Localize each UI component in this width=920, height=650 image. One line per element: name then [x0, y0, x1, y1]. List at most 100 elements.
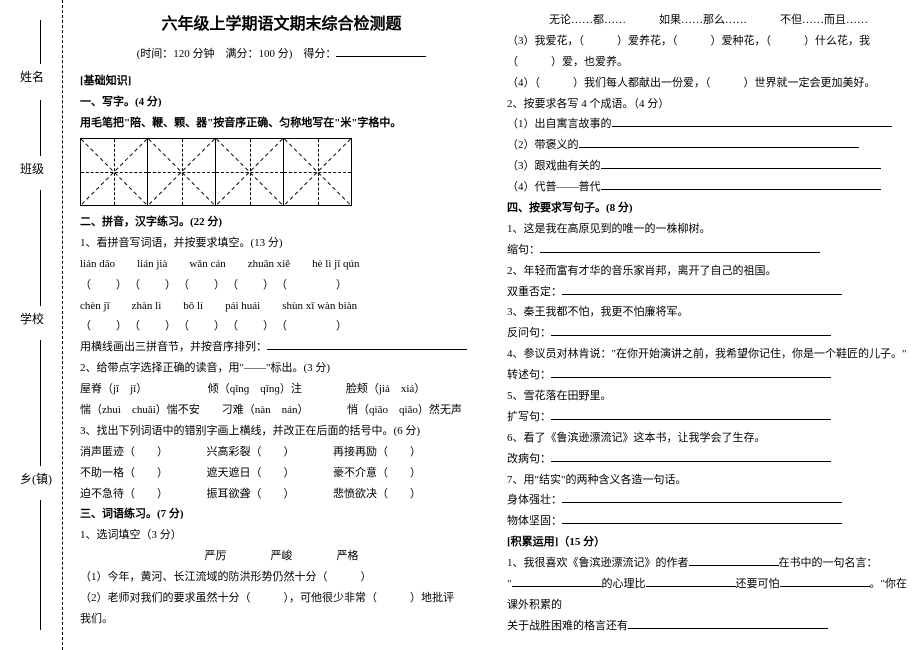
q4-5-lbl: 扩写句：: [507, 411, 551, 423]
answer-blank[interactable]: [540, 242, 820, 253]
binding-label-name: 姓名: [20, 68, 44, 85]
q4-3-lbl: 反问句：: [507, 327, 551, 339]
answer-blank[interactable]: [267, 339, 467, 350]
q3-l1: （1）今年，黄河、长江流域的防洪形势仍然十分（ ）: [80, 567, 483, 588]
q4-4-lbl: 转述句：: [507, 369, 551, 381]
q3-2-4-text: （4）代普——普代: [507, 181, 601, 193]
mi-cell[interactable]: [80, 138, 148, 206]
q4-5: 5、雪花落在田野里。: [507, 386, 910, 407]
answer-blank[interactable]: [579, 137, 859, 148]
binding-underline: [40, 500, 41, 630]
q2-1-head: 1、看拼音写词语，并按要求填空。(13 分): [80, 233, 483, 254]
q4-head: 四、按要求写句子。(8 分): [507, 198, 910, 219]
q3-2-2: （2）带褒义的: [507, 135, 910, 156]
q2-3-l1: 消声匿迹（ ） 兴高彩裂（ ） 再接再励（ ）: [80, 442, 483, 463]
q4-5-ans: 扩写句：: [507, 407, 910, 428]
answer-blank[interactable]: [551, 409, 831, 420]
q3-l4: （4）（ ）我们每人都献出一份爱，（ ）世界就一定会更加美好。: [507, 73, 910, 94]
acc-1a: 1、我很喜欢《鲁滨逊漂流记》的作者: [507, 557, 689, 569]
q3-2-2-text: （2）带褒义的: [507, 139, 579, 151]
q4-7b-lbl: 物体坚固：: [507, 515, 562, 527]
binding-underline: [40, 20, 41, 64]
q1-instr: 用毛笔把"陪、鞭、颗、器"按音序正确、匀称地写在"米"字格中。: [80, 113, 483, 134]
answer-blank[interactable]: [646, 576, 736, 587]
answer-blank[interactable]: [562, 492, 842, 503]
q2-2-head: 2、给带点字选择正确的读音，用"——"标出。(3 分): [80, 358, 483, 379]
pinyin-row-1: lián dāo lián jià wǎn cán zhuān xiě hè l…: [80, 254, 483, 275]
section-basic: [基础知识]: [80, 71, 483, 92]
answer-blank[interactable]: [512, 576, 602, 587]
binding-margin: 姓名 班级 学校 乡(镇): [0, 0, 70, 650]
q3-l2b: 我们。: [80, 609, 483, 630]
binding-label-town: 乡(镇): [20, 470, 52, 487]
q3-1-head: 1、选词填空（3 分）: [80, 525, 483, 546]
q3-2-head: 2、按要求各写 4 个成语。（4 分）: [507, 94, 910, 115]
q3-2-1-text: （1）出自寓言故事的: [507, 118, 612, 130]
q2-head: 二、拼音，汉字练习。(22 分): [80, 212, 483, 233]
fullscore-label: 满分：100 分): [226, 48, 293, 60]
answer-blank[interactable]: [612, 116, 892, 127]
q2-1-tail: 用横线画出三拼音节，并按音序排列：: [80, 337, 483, 358]
exam-content: 六年级上学期语文期末综合检测题 (时间：120 分钟 满分：100 分) 得分：…: [80, 10, 910, 640]
q4-1: 1、这是我在高原见到的唯一的一株柳树。: [507, 219, 910, 240]
q4-1-ans: 缩句：: [507, 240, 910, 261]
q4-7a-lbl: 身体强壮：: [507, 494, 562, 506]
q3-l3: （3）我爱花，（ ）爱养花，（ ）爱种花，（ ）什么花，我（ ）爱，也爱养。: [507, 31, 910, 73]
answer-blank[interactable]: [551, 325, 831, 336]
score-blank[interactable]: [336, 46, 426, 57]
score-label: 得分：: [303, 48, 336, 60]
answer-blank[interactable]: [628, 618, 828, 629]
q4-4: 4、参议员对林肯说："在你开始演讲之前，我希望你记住，你是一个鞋匠的儿子。": [507, 344, 910, 365]
answer-blank[interactable]: [562, 284, 842, 295]
acc-3: 关于战胜困难的格言还有: [507, 616, 910, 637]
binding-underline: [40, 100, 41, 156]
answer-blank[interactable]: [689, 555, 779, 566]
q4-2: 2、年轻而富有才华的音乐家肖邦，离开了自己的祖国。: [507, 261, 910, 282]
acc-2b: 的心理比: [602, 578, 646, 590]
q2-3-l3: 迫不急待（ ） 振耳欲聋（ ） 悲愤欲决（ ）: [80, 484, 483, 505]
binding-label-class: 班级: [20, 160, 44, 177]
answer-blank[interactable]: [551, 451, 831, 462]
q1-head: 一、写字。(4 分): [80, 92, 483, 113]
q3-l2a: （2）老师对我们的要求虽然十分（ ），可他很少非常（ ）地批评: [80, 588, 483, 609]
q4-3: 3、秦王我都不怕，我更不怕廉将军。: [507, 302, 910, 323]
q4-7a: 身体强壮：: [507, 490, 910, 511]
q4-1-lbl: 缩句：: [507, 244, 540, 256]
q2-2-l2: 惴（zhuì chuǎi）惴不安 刁难（nàn nán） 悄（qiāo qiǎo…: [80, 400, 483, 421]
q3-head: 三、词语练习。(7 分): [80, 504, 483, 525]
binding-dashed-line: [62, 0, 63, 650]
blank-row-1[interactable]: （ ） （ ） （ ） （ ） （ ）: [80, 275, 483, 296]
time-label: (时间：120 分钟: [137, 48, 215, 60]
q4-6: 6、看了《鲁滨逊漂流记》这本书，让我学会了生存。: [507, 428, 910, 449]
q4-4-ans: 转述句：: [507, 365, 910, 386]
binding-label-school: 学校: [20, 310, 44, 327]
q2-2-l1: 屋脊（jī jǐ） 倾（qīnɡ qǐnɡ）注 脸颊（jiá xiá）: [80, 379, 483, 400]
acc-2c: 还要可怕: [736, 578, 780, 590]
q4-2-lbl: 双重否定：: [507, 286, 562, 298]
answer-blank[interactable]: [780, 576, 870, 587]
answer-blank[interactable]: [601, 158, 881, 169]
q4-6-lbl: 改病句：: [507, 453, 551, 465]
answer-blank[interactable]: [551, 367, 831, 378]
mi-cell[interactable]: [216, 138, 284, 206]
acc-2: "的心理比还要可怕。"你在课外积累的: [507, 574, 910, 616]
q2-1-tail-text: 用横线画出三拼音节，并按音序排列：: [80, 341, 267, 353]
binding-underline: [40, 190, 41, 306]
q4-2-ans: 双重否定：: [507, 282, 910, 303]
answer-blank[interactable]: [562, 513, 842, 524]
exam-title: 六年级上学期语文期末综合检测题: [80, 10, 483, 40]
answer-blank[interactable]: [601, 179, 881, 190]
q2-3-head: 3、找出下列词语中的错别字画上横线，并改正在后面的括号中。(6 分): [80, 421, 483, 442]
mi-cell[interactable]: [148, 138, 216, 206]
q4-7: 7、用"结实"的两种含义各造一句话。: [507, 470, 910, 491]
q3-conj: 无论……都…… 如果……那么…… 不但……而且……: [507, 10, 910, 31]
q4-3-ans: 反问句：: [507, 323, 910, 344]
q4-6-ans: 改病句：: [507, 449, 910, 470]
blank-row-2[interactable]: （ ） （ ） （ ） （ ） （ ）: [80, 316, 483, 337]
q3-2-4: （4）代普——普代: [507, 177, 910, 198]
q4-7b: 物体坚固：: [507, 511, 910, 532]
pinyin-row-2: chèn jī zhàn lì bō lí pái huái shùn xī w…: [80, 296, 483, 317]
q3-2-3: （3）跟戏曲有关的: [507, 156, 910, 177]
mi-cell[interactable]: [284, 138, 352, 206]
exam-meta: (时间：120 分钟 满分：100 分) 得分：: [80, 44, 483, 65]
